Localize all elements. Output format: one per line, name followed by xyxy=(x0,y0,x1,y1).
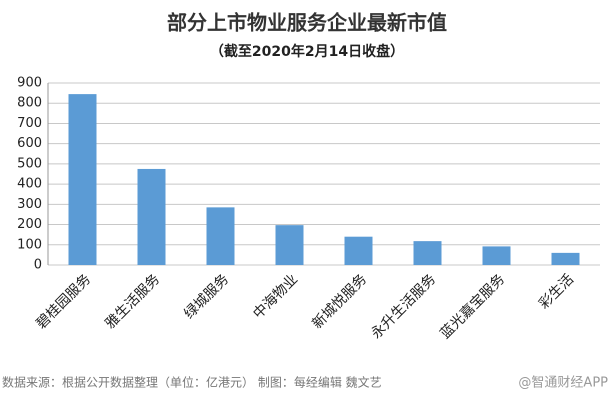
source-note: 数据来源：根据公开数据整理（单位：亿港元） 制图：每经编辑 魏文艺 xyxy=(2,375,382,390)
x-tick-label: 彩生活 xyxy=(536,271,577,312)
y-tick-label: 200 xyxy=(17,217,42,232)
y-tick-label: 100 xyxy=(17,237,42,252)
bar xyxy=(482,246,511,265)
x-tick-label: 蓝光嘉宝服务 xyxy=(437,271,508,342)
x-tick-label: 中海物业 xyxy=(250,271,301,322)
x-tick-label: 新城悦服务 xyxy=(309,271,370,332)
y-tick-label: 500 xyxy=(17,156,42,171)
bar xyxy=(551,252,580,265)
x-tick-label: 碧桂园服务 xyxy=(33,271,94,332)
bar xyxy=(206,207,235,265)
x-tick-label: 绿城服务 xyxy=(181,271,232,322)
y-tick-label: 400 xyxy=(17,177,42,192)
bar xyxy=(137,168,166,265)
chart-title: 部分上市物业服务企业最新市值 xyxy=(167,11,447,35)
bar xyxy=(413,241,442,265)
y-tick-label: 300 xyxy=(17,197,42,212)
chart-subtitle: （截至2020年2月14日收盘） xyxy=(210,43,404,60)
bar xyxy=(68,94,97,265)
y-tick-label: 700 xyxy=(17,116,42,131)
bar xyxy=(344,236,373,265)
x-tick-label: 永升生活服务 xyxy=(368,271,439,342)
bar xyxy=(275,225,304,265)
y-tick-label: 800 xyxy=(17,96,42,111)
x-tick-label: 雅生活服务 xyxy=(102,271,163,332)
y-tick-label: 0 xyxy=(34,258,42,273)
y-tick-label: 600 xyxy=(17,136,42,151)
watermark: @智通财经APP xyxy=(518,376,608,391)
y-tick-label: 900 xyxy=(17,76,42,91)
